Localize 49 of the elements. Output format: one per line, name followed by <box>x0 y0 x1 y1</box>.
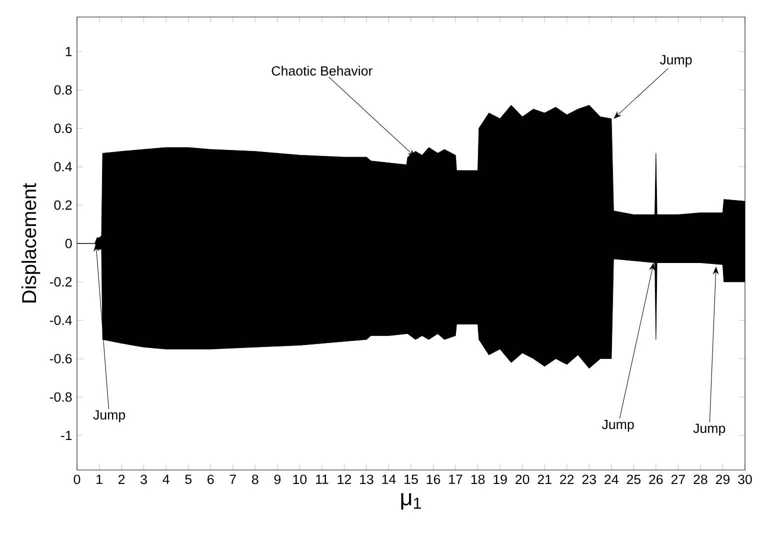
annotation: Jump <box>693 424 726 436</box>
x-axis-title: μ$_{1}$ <box>401 493 421 510</box>
y-axis-title: Displacement <box>22 183 40 302</box>
x-tick-label: 1 <box>96 474 102 484</box>
x-tick-label: 16 <box>426 474 440 484</box>
x-tick-label: 18 <box>471 474 485 484</box>
x-tick-label: 28 <box>694 474 708 484</box>
x-tick-label: 20 <box>516 474 530 484</box>
y-tick-label: -0.2 <box>50 277 72 287</box>
x-tick-label: 30 <box>738 474 752 484</box>
x-tick-label: 0 <box>74 474 80 484</box>
x-tick-label: 24 <box>604 474 618 484</box>
x-tick-label: 29 <box>716 474 730 484</box>
x-tick-label: 4 <box>162 474 170 484</box>
annotation: Chaotic Behavior <box>272 66 372 76</box>
y-tick-label: 0.4 <box>54 162 72 172</box>
x-tick-label: 17 <box>449 474 462 484</box>
x-tick-label: 19 <box>494 474 507 484</box>
x-tick-label: 3 <box>140 474 147 484</box>
y-tick-label: -0.8 <box>50 392 72 402</box>
x-tick-label: 10 <box>293 474 307 484</box>
x-tick-label: 27 <box>671 474 685 484</box>
x-tick-label: 25 <box>626 474 641 484</box>
x-tick-label: 8 <box>252 474 258 484</box>
x-tick-label: 6 <box>208 474 214 484</box>
y-tick-label: 0 <box>65 238 72 248</box>
x-tick-label: 13 <box>360 474 374 484</box>
x-tick-label: 14 <box>382 474 396 484</box>
y-tick-label: -1 <box>61 430 72 440</box>
y-tick-label: -0.6 <box>50 354 72 364</box>
x-tick-label: 12 <box>338 474 351 484</box>
x-tick-label: 23 <box>582 474 596 484</box>
x-tick-label: 2 <box>118 474 125 484</box>
x-tick-label: 9 <box>274 474 280 484</box>
y-tick-label: 1 <box>66 46 72 56</box>
x-tick-label: 15 <box>404 474 418 484</box>
y-tick-label: 0.2 <box>54 200 72 210</box>
x-tick-label: 22 <box>560 474 574 484</box>
annotation: Jump <box>602 420 634 432</box>
x-tick-label: 26 <box>649 474 663 484</box>
x-tick-label: 11 <box>316 474 328 484</box>
x-tick-label: 7 <box>230 474 236 484</box>
annotation: Jump <box>93 410 126 422</box>
y-tick-label: 0.8 <box>54 85 72 95</box>
y-tick-label: -0.4 <box>50 316 72 325</box>
x-tick-label: 21 <box>538 474 552 484</box>
annotation: Jump <box>660 55 692 68</box>
x-tick-label: 5 <box>185 474 192 484</box>
y-tick-label: 0.6 <box>54 124 72 134</box>
